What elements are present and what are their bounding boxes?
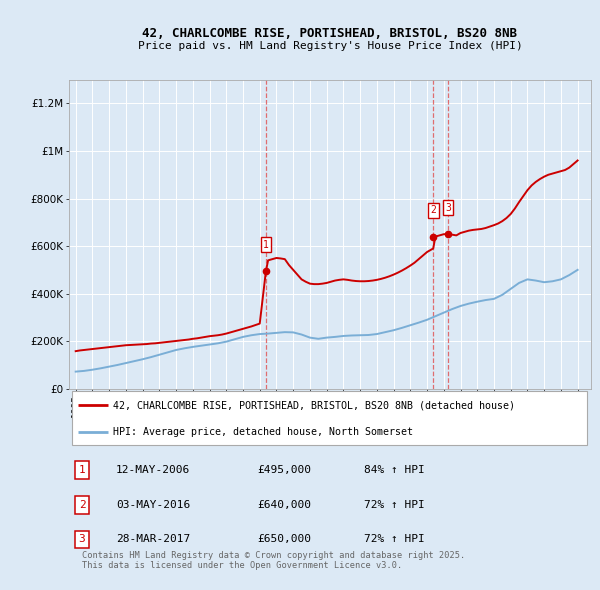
Text: 12-MAY-2006: 12-MAY-2006 [116, 466, 190, 476]
Text: 72% ↑ HPI: 72% ↑ HPI [364, 535, 425, 545]
Text: 03-MAY-2016: 03-MAY-2016 [116, 500, 190, 510]
Text: 2: 2 [430, 205, 436, 215]
Text: 3: 3 [445, 203, 451, 213]
Text: 28-MAR-2017: 28-MAR-2017 [116, 535, 190, 545]
Text: Price paid vs. HM Land Registry's House Price Index (HPI): Price paid vs. HM Land Registry's House … [137, 41, 523, 51]
Text: £650,000: £650,000 [257, 535, 311, 545]
Text: £495,000: £495,000 [257, 466, 311, 476]
Text: 3: 3 [79, 535, 85, 545]
Text: 42, CHARLCOMBE RISE, PORTISHEAD, BRISTOL, BS20 8NB: 42, CHARLCOMBE RISE, PORTISHEAD, BRISTOL… [143, 27, 517, 40]
Text: 2: 2 [79, 500, 85, 510]
Text: 1: 1 [79, 466, 85, 476]
Text: HPI: Average price, detached house, North Somerset: HPI: Average price, detached house, Nort… [113, 427, 413, 437]
Text: 72% ↑ HPI: 72% ↑ HPI [364, 500, 425, 510]
Text: 42, CHARLCOMBE RISE, PORTISHEAD, BRISTOL, BS20 8NB (detached house): 42, CHARLCOMBE RISE, PORTISHEAD, BRISTOL… [113, 400, 515, 410]
Text: 84% ↑ HPI: 84% ↑ HPI [364, 466, 425, 476]
Text: £640,000: £640,000 [257, 500, 311, 510]
Text: Contains HM Land Registry data © Crown copyright and database right 2025.
This d: Contains HM Land Registry data © Crown c… [82, 550, 466, 570]
FancyBboxPatch shape [71, 391, 587, 445]
Text: 1: 1 [263, 240, 269, 250]
